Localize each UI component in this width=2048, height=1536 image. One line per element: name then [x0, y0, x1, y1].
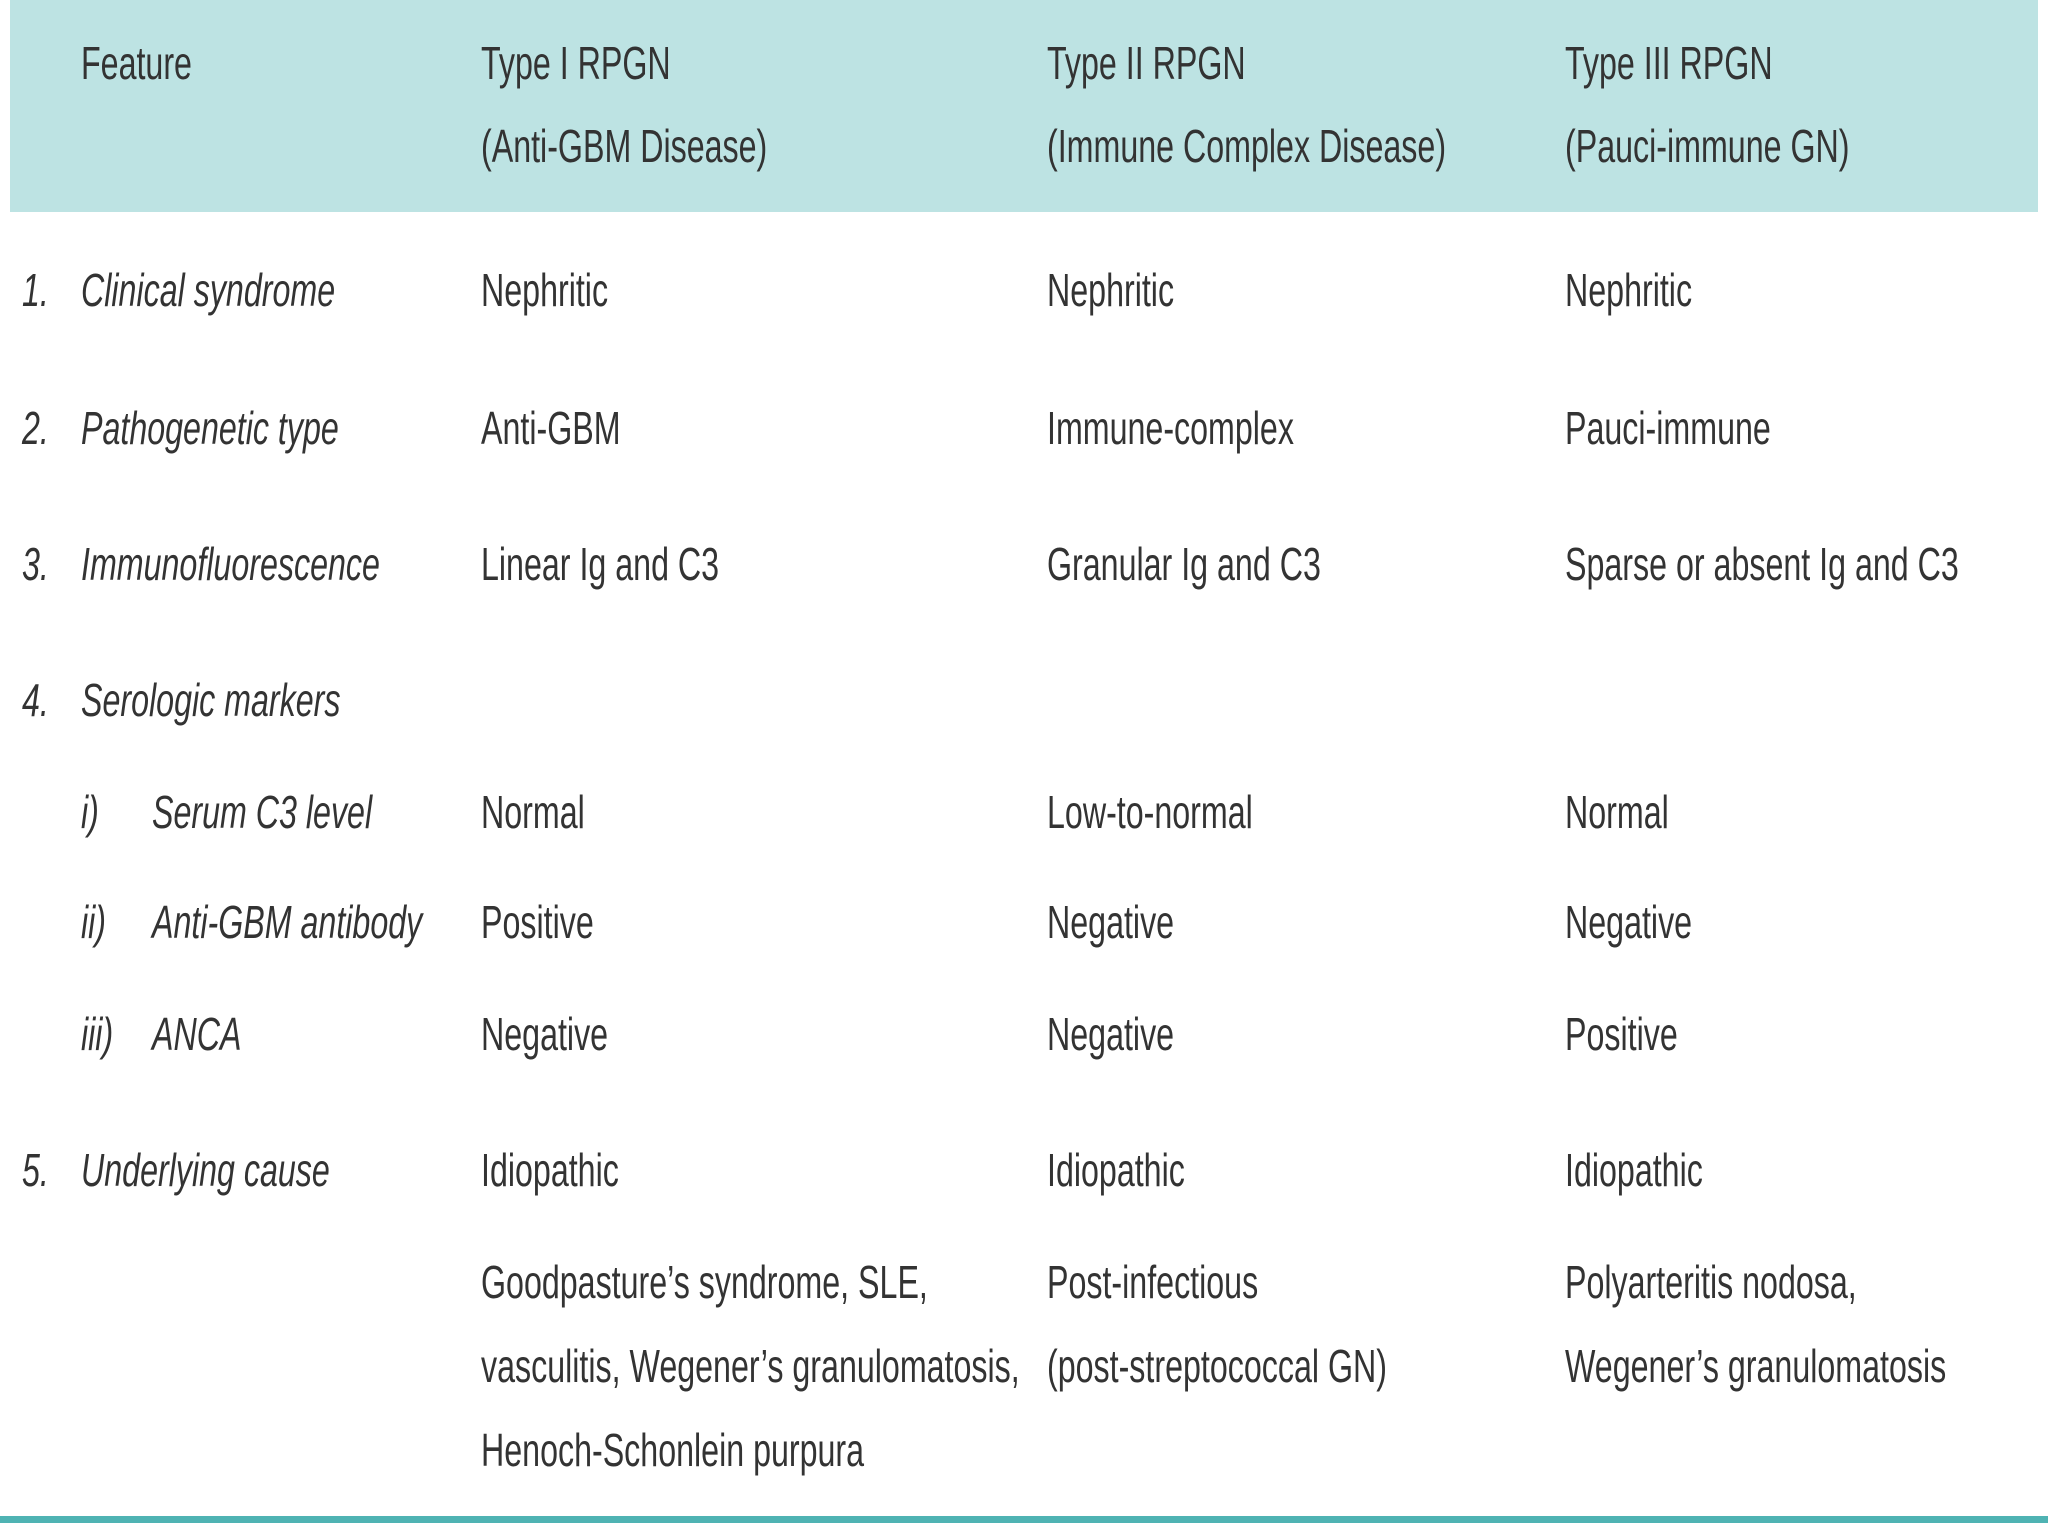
feature-label: Pathogenetic type — [81, 402, 339, 454]
row-number: 2. — [22, 402, 49, 454]
cell-text: Nephritic — [1565, 264, 1693, 316]
row-number: 4. — [22, 674, 49, 726]
bottom-rule — [0, 1516, 2048, 1523]
header-text: Type I RPGN — [481, 37, 671, 89]
cell-text: Polyarteritis nodosa, — [1565, 1256, 1857, 1308]
cell-text: Negative — [1565, 896, 1693, 948]
cell-text: Linear Ig and C3 — [481, 538, 720, 590]
cell-text: Nephritic — [1047, 264, 1175, 316]
cell-text: Wegener’s granulomatosis — [1565, 1340, 1947, 1392]
cell-text: Normal — [1565, 786, 1669, 838]
cell-text: Positive — [1565, 1008, 1678, 1060]
cell-text: Goodpasture’s syndrome, SLE, — [481, 1256, 928, 1308]
cell-text: Post-infectious — [1047, 1256, 1259, 1308]
header-band — [10, 0, 2038, 212]
header-text: Feature — [81, 37, 192, 89]
feature-label: Underlying cause — [81, 1144, 330, 1196]
cell-text: Positive — [481, 896, 594, 948]
header-text: Type II RPGN — [1047, 37, 1246, 89]
header-text: (Anti-GBM Disease) — [481, 120, 768, 172]
header-text: Type III RPGN — [1565, 37, 1773, 89]
sub-number: iii) — [81, 1008, 114, 1060]
cell-text: Nephritic — [481, 264, 609, 316]
cell-text: Granular Ig and C3 — [1047, 538, 1321, 590]
cell-text: Negative — [481, 1008, 609, 1060]
cell-text: Anti-GBM — [481, 402, 621, 454]
row-number: 5. — [22, 1144, 49, 1196]
feature-label: Serum C3 level — [152, 786, 373, 838]
cell-text: Normal — [481, 786, 585, 838]
cell-text: Negative — [1047, 1008, 1175, 1060]
feature-label: Clinical syndrome — [81, 264, 336, 316]
row-number: 3. — [22, 538, 49, 590]
header-text: (Immune Complex Disease) — [1047, 120, 1447, 172]
cell-text: (post-streptococcal GN) — [1047, 1340, 1387, 1392]
cell-text: Sparse or absent Ig and C3 — [1565, 538, 1959, 590]
sub-number: ii) — [81, 896, 107, 948]
cell-text: Negative — [1047, 896, 1175, 948]
row-number: 1. — [22, 264, 49, 316]
feature-label: Serologic markers — [81, 674, 341, 726]
cell-text: Henoch-Schonlein purpura — [481, 1424, 865, 1476]
header-text: (Pauci-immune GN) — [1565, 120, 1850, 172]
cell-text: Idiopathic — [1565, 1144, 1703, 1196]
cell-text: Idiopathic — [481, 1144, 619, 1196]
cell-text: Pauci-immune — [1565, 402, 1771, 454]
feature-label: Anti-GBM antibody — [152, 896, 423, 948]
sub-number: i) — [81, 786, 99, 838]
cell-text: vasculitis, Wegener’s granulomatosis, — [481, 1340, 1020, 1392]
feature-label: ANCA — [152, 1008, 242, 1060]
cell-text: Immune-complex — [1047, 402, 1294, 454]
cell-text: Low-to-normal — [1047, 786, 1253, 838]
feature-label: Immunofluorescence — [81, 538, 380, 590]
cell-text: Idiopathic — [1047, 1144, 1185, 1196]
